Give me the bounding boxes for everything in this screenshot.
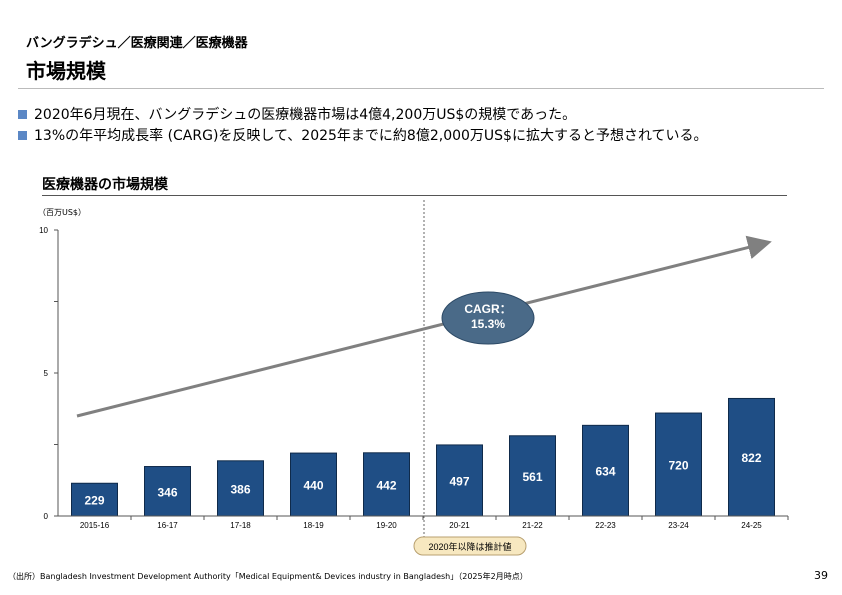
bullet-text: 13%の年平均成長率 (CARG)を反映して、2025年までに約8億2,000万…	[34, 128, 708, 144]
bar	[363, 452, 410, 517]
bar	[436, 444, 483, 517]
bullet-item: 2020年6月現在、バングラデシュの医療機器市場は4億4,200万US$の規模で…	[18, 104, 576, 124]
x-tick-label: 20-21	[449, 521, 470, 530]
bullet-square-icon	[18, 109, 27, 119]
data-label: 561	[522, 470, 542, 484]
data-label: 346	[157, 485, 177, 499]
breadcrumb: バングラデシュ／医療関連／医療機器	[26, 36, 248, 51]
page-title: 市場規模	[26, 59, 106, 83]
y-tick-label: 10	[39, 226, 48, 235]
x-tick-label: 2015-16	[80, 521, 110, 530]
x-tick-label: 18-19	[303, 521, 324, 530]
bar	[290, 452, 337, 517]
x-tick-label: 23-24	[668, 521, 689, 530]
bar	[217, 460, 264, 517]
forecast-note: 2020年以降は推計値	[428, 541, 511, 552]
data-label: 229	[84, 494, 104, 508]
bullet-item: 13%の年平均成長率 (CARG)を反映して、2025年までに約8億2,000万…	[18, 125, 708, 145]
bar	[509, 435, 556, 517]
bullet-square-icon	[18, 130, 27, 140]
trend-arrow	[76, 235, 772, 418]
bullet-text: 2020年6月現在、バングラデシュの医療機器市場は4億4,200万US$の規模で…	[34, 107, 577, 123]
data-label: 440	[303, 479, 323, 493]
data-label: 720	[668, 459, 688, 473]
chart-title-underline	[42, 195, 787, 196]
data-label: 634	[595, 465, 615, 479]
data-label: 497	[449, 474, 469, 488]
data-label: 386	[230, 482, 250, 496]
page-number: 39	[814, 569, 828, 582]
cagr-bubble	[441, 291, 535, 345]
x-tick-label: 16-17	[157, 521, 178, 530]
y-tick-label: 0	[44, 512, 49, 521]
x-tick-label: 24-25	[741, 521, 762, 530]
data-label: 442	[376, 478, 396, 492]
chart-title: 医療機器の市場規模	[42, 177, 168, 193]
bar	[655, 412, 702, 517]
data-label: 822	[741, 451, 761, 465]
forecast-badge	[413, 536, 527, 556]
bar	[71, 482, 118, 517]
bar	[144, 466, 191, 517]
source-note: （出所）Bangladesh Investment Development Au…	[8, 572, 528, 581]
y-axis-unit: （百万US$）	[38, 208, 87, 217]
bar	[728, 397, 775, 517]
cagr-label: CAGR：15.3%	[464, 302, 512, 331]
x-tick-label: 19-20	[376, 521, 397, 530]
x-tick-label: 17-18	[230, 521, 251, 530]
y-tick-label: 5	[44, 369, 49, 378]
divider	[18, 88, 824, 89]
x-tick-label: 21-22	[522, 521, 543, 530]
x-tick-label: 22-23	[595, 521, 616, 530]
